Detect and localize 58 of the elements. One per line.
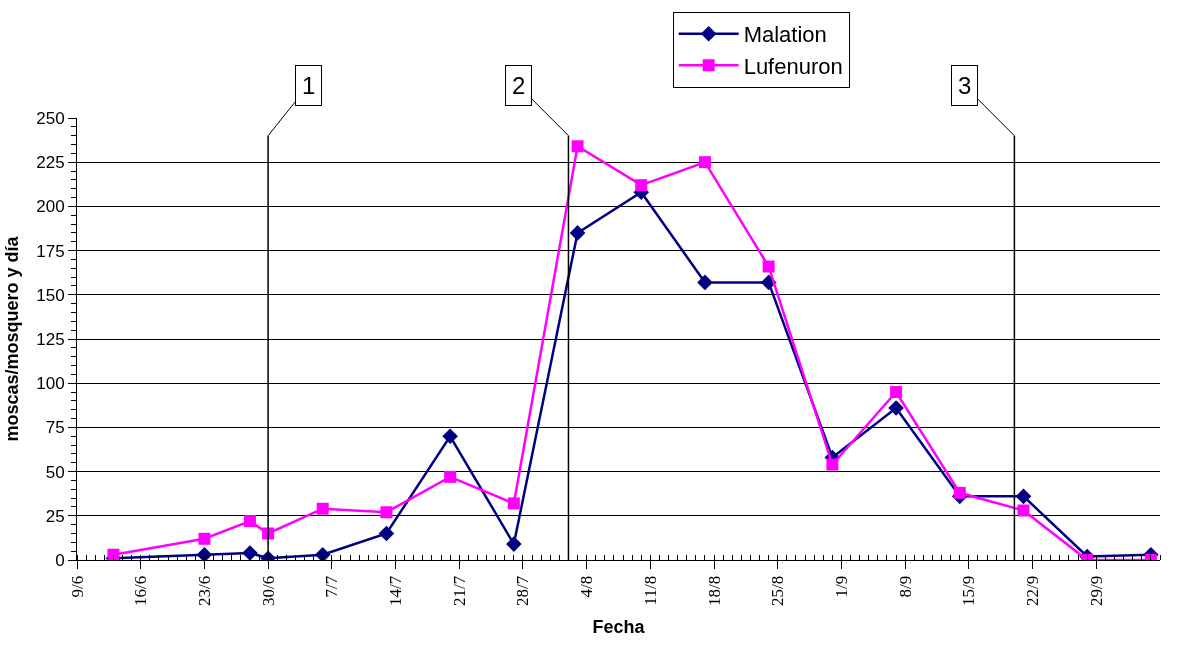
y-tick-label: 175 (36, 241, 65, 261)
point (316, 502, 329, 515)
x-tick-label: 14/7 (386, 575, 406, 607)
y-tick-label: 0 (55, 550, 65, 570)
y-tick-label: 225 (36, 153, 65, 173)
point (762, 260, 775, 273)
point (888, 400, 904, 416)
y-tick-label: 250 (36, 108, 65, 128)
legend-label: Lufenuron (743, 53, 843, 79)
point (380, 506, 393, 519)
point (1017, 504, 1030, 517)
x-tick-label: 28/7 (513, 575, 533, 607)
point (890, 386, 903, 399)
point (243, 515, 256, 528)
x-tick-label: 11/8 (640, 575, 660, 606)
x-tick-label: 8/9 (895, 575, 915, 598)
x-tick-label: 9/6 (67, 575, 87, 598)
point (826, 458, 839, 471)
ref-line-label: 1 (302, 72, 316, 99)
x-tick-label: 23/6 (194, 575, 214, 607)
y-tick-label: 200 (36, 197, 65, 217)
point (507, 497, 520, 510)
x-tick-label: 18/8 (704, 575, 724, 607)
point (442, 428, 458, 445)
y-axis-title: moscas/mosquero y día (2, 235, 23, 442)
x-tick-label: 22/9 (1023, 575, 1043, 607)
x-tick-label: 15/9 (959, 575, 979, 607)
point (506, 536, 522, 552)
y-tick-label: 50 (45, 462, 65, 482)
point (698, 156, 711, 169)
x-tick-label: 7/7 (322, 575, 342, 598)
point (1015, 488, 1032, 505)
legend-label: Malation (743, 22, 827, 48)
x-axis-title: Fecha (592, 617, 646, 638)
y-tick-label: 100 (36, 374, 65, 394)
x-tick-label: 16/6 (131, 575, 151, 607)
ref-line-label: 2 (512, 72, 526, 99)
point (635, 179, 648, 192)
ref-line-label: 3 (958, 72, 972, 99)
y-tick-label: 150 (36, 285, 65, 305)
point (571, 140, 584, 153)
x-tick-label: 1/9 (831, 575, 851, 598)
x-tick-label: 4/8 (577, 575, 597, 598)
x-tick-label: 30/6 (258, 575, 278, 607)
point (378, 525, 395, 542)
y-tick-label: 25 (45, 506, 65, 526)
y-tick-label: 75 (45, 418, 65, 438)
point (444, 470, 457, 483)
point (314, 546, 331, 560)
point (198, 532, 211, 545)
x-tick-label: 25/8 (768, 575, 788, 607)
point (196, 546, 213, 560)
point (569, 225, 586, 241)
x-tick-label: 29/9 (1086, 575, 1106, 607)
y-tick-label: 125 (36, 329, 65, 349)
x-tick-label: 21/7 (449, 575, 469, 607)
point (953, 486, 966, 499)
point (697, 274, 713, 291)
